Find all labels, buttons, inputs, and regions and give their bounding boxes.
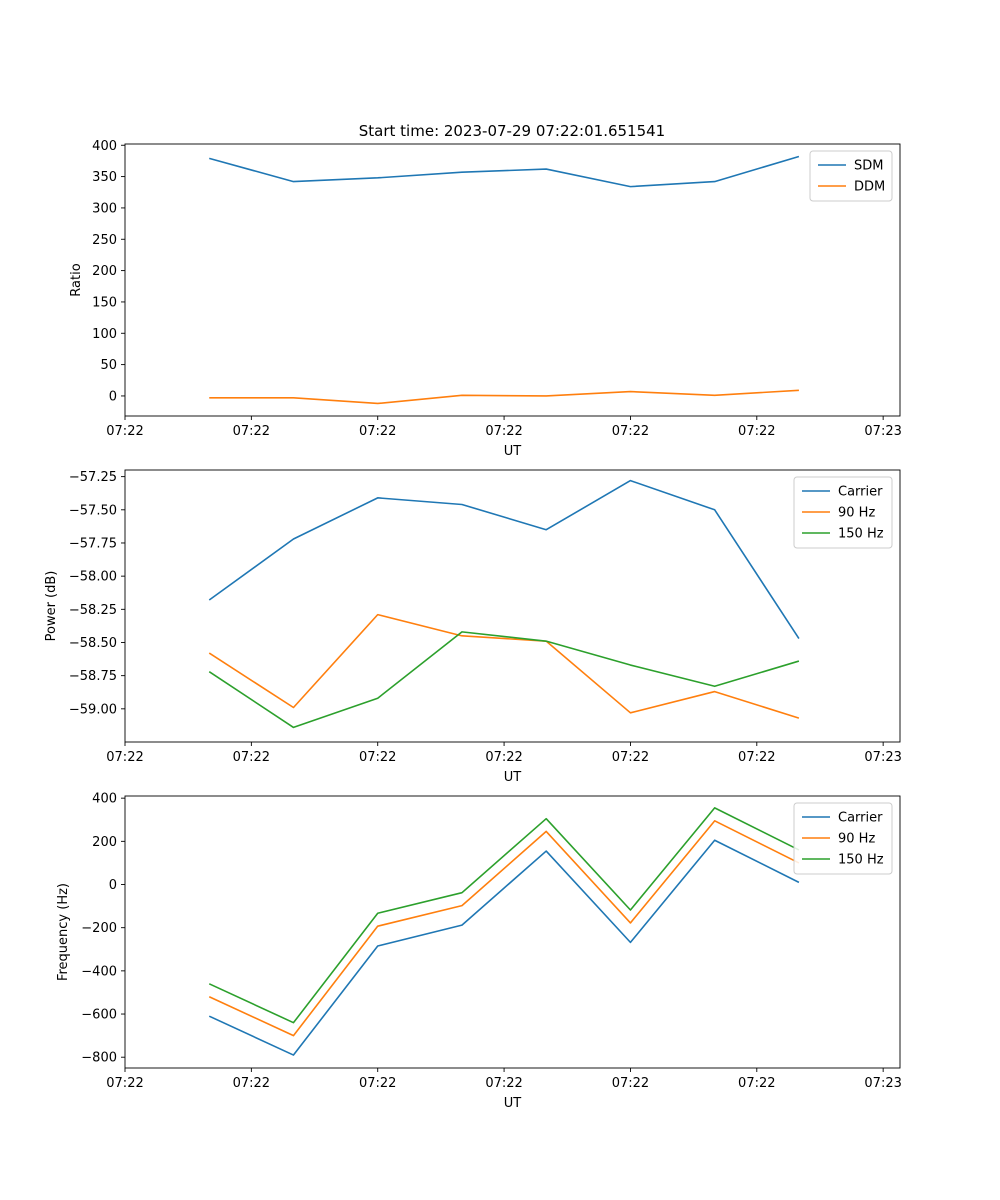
panel-1-xtick-label-7: 07:23 — [864, 424, 901, 439]
panel-3-ytick-label-4: −200 — [81, 921, 117, 936]
panel-1-xtick-label-1: 07:22 — [106, 424, 143, 439]
panel-3-xtick-label-3: 07:22 — [359, 1076, 396, 1091]
panel-2-legend-label-150-hz: 150 Hz — [838, 527, 884, 542]
panel-1-ytick-label-2: 50 — [100, 358, 117, 373]
panel-2-xtick-label-2: 07:22 — [233, 750, 270, 765]
panel-1-xtick-label-5: 07:22 — [612, 424, 649, 439]
panel-3-ytick-label-3: −400 — [81, 964, 117, 979]
panel-2-xtick-label-5: 07:22 — [612, 750, 649, 765]
panel-3-legend-label-150-hz: 150 Hz — [838, 853, 884, 868]
panel-3: 07:22 07:22 07:22 07:22 07:22 07:22 07:23 −800 −… — [56, 792, 902, 1111]
panel-2-xlabel: UT — [504, 770, 522, 785]
panel-1-ytick-label-1: 0 — [109, 389, 117, 404]
panel-2-ytick-label-1: −59.00 — [69, 702, 117, 717]
panel-1-ytick-label-8: 350 — [92, 170, 117, 185]
panel-3-xtick-label-1: 07:22 — [106, 1076, 143, 1091]
panel-3-legend-label-carrier: Carrier — [838, 811, 883, 826]
panel-1-xlabel: UT — [504, 444, 522, 459]
panel-1-axes-frame — [124, 143, 901, 417]
panel-2-xtick-label-6: 07:22 — [738, 750, 775, 765]
panel-2-legend: Carrier 90 Hz 150 Hz — [793, 476, 893, 549]
panel-1-legend: SDM DDM — [809, 150, 893, 202]
panel-1-legend-label-ddm: DDM — [854, 180, 885, 195]
panel-1-ytick-label-3: 100 — [92, 327, 117, 342]
panel-3-xtick-label-5: 07:22 — [612, 1076, 649, 1091]
panel-2-series-carrier-line — [208, 479, 800, 639]
panel-3-xtick-label-7: 07:23 — [864, 1076, 901, 1091]
panel-3-xtick-label-4: 07:22 — [485, 1076, 522, 1091]
panel-1: 07:22 07:22 07:22 07:22 07:22 07:22 07:23 0 50 10… — [69, 139, 902, 459]
panel-3-xlabel: UT — [504, 1096, 522, 1111]
panel-1-legend-box — [809, 150, 893, 202]
panel-3-ytick-label-7: 400 — [92, 792, 117, 807]
panel-1-ytick-label-5: 200 — [92, 264, 117, 279]
panel-2-ytick-label-4: −58.25 — [69, 603, 117, 618]
figure-title: Start time: 2023-07-29 07:22:01.651541 — [359, 122, 665, 140]
panel-3-series-150-hz-line — [208, 807, 800, 1024]
panel-1-ytick-label-6: 250 — [92, 233, 117, 248]
panel-1-xtick-label-6: 07:22 — [738, 424, 775, 439]
panel-2-ytick-label-7: −57.50 — [69, 503, 117, 518]
panel-2-ylabel: Power (dB) — [44, 571, 59, 642]
panel-3-ylabel: Frequency (Hz) — [56, 883, 71, 981]
panel-3-legend: Carrier 90 Hz 150 Hz — [793, 802, 893, 875]
panel-1-legend-label-sdm: SDM — [854, 159, 883, 174]
panel-3-series-carrier-line — [208, 839, 800, 1056]
panel-3-series-90-hz-line — [208, 820, 800, 1037]
panel-1-xtick-label-3: 07:22 — [359, 424, 396, 439]
panel-1-series-ddm-line — [209, 389, 799, 405]
panel-3-ytick-label-1: −800 — [81, 1051, 117, 1066]
panel-1-ylabel: Ratio — [69, 263, 84, 296]
panel-1-xtick-label-2: 07:22 — [233, 424, 270, 439]
panel-2-ytick-label-3: −58.50 — [69, 636, 117, 651]
panel-3-axes-frame — [124, 795, 901, 1069]
panel-1-ytick-label-7: 300 — [92, 201, 117, 216]
panel-2-legend-label-90-hz: 90 Hz — [838, 506, 875, 521]
panel-2-ytick-label-6: −57.75 — [69, 536, 117, 551]
panel-2-ytick-label-8: −57.25 — [69, 470, 117, 485]
panel-3-ytick-label-2: −600 — [81, 1008, 117, 1023]
panel-1-ytick-label-4: 150 — [92, 295, 117, 310]
panel-2-legend-label-carrier: Carrier — [838, 485, 883, 500]
panel-3-legend-box — [793, 802, 893, 875]
panel-3-ytick-label-5: 0 — [109, 878, 117, 893]
panel-2-xtick-label-4: 07:22 — [485, 750, 522, 765]
panel-2-xtick-label-7: 07:23 — [864, 750, 901, 765]
panel-2-xtick-label-1: 07:22 — [106, 750, 143, 765]
panel-2-ytick-label-5: −58.00 — [69, 570, 117, 585]
panel-2: 07:22 07:22 07:22 07:22 07:22 07:22 07:23 −59.0… — [44, 469, 902, 785]
panel-2-xtick-label-3: 07:22 — [359, 750, 396, 765]
panels: 07:22 07:22 07:22 07:22 07:22 07:22 07:23 0 50 10… — [44, 139, 902, 1111]
panel-3-ytick-label-6: 200 — [92, 835, 117, 850]
panel-2-ytick-label-2: −58.75 — [69, 669, 117, 684]
panel-3-xtick-label-6: 07:22 — [738, 1076, 775, 1091]
panel-2-axes-frame — [124, 469, 901, 743]
panel-3-xtick-label-2: 07:22 — [233, 1076, 270, 1091]
panel-1-series-sdm-line — [209, 155, 800, 188]
panel-1-ytick-label-9: 400 — [92, 139, 117, 154]
panel-2-legend-box — [793, 476, 893, 549]
panel-2-series-150-hz-line — [208, 631, 800, 729]
panel-1-xtick-label-4: 07:22 — [485, 424, 522, 439]
panel-2-series-90-hz-line — [208, 613, 800, 719]
panel-3-legend-label-90-hz: 90 Hz — [838, 832, 875, 847]
